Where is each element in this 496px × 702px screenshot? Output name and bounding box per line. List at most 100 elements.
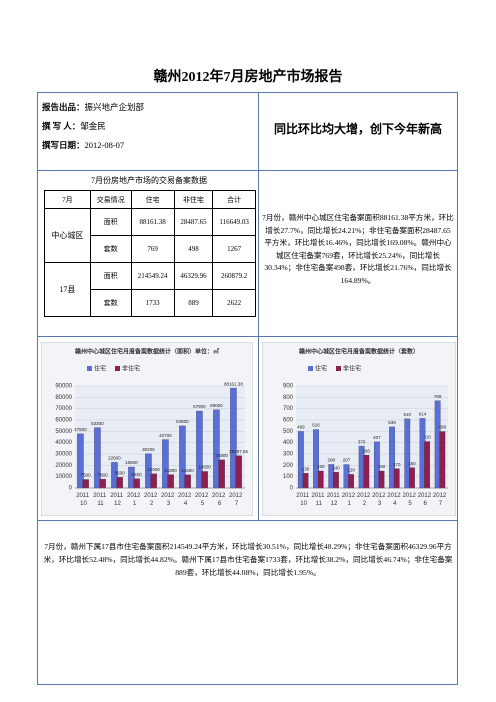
- cell: 116649.03: [212, 208, 256, 236]
- data-label: 140: [332, 465, 340, 470]
- data-label: 410: [423, 435, 431, 440]
- county-text: 7月份，赣州下属17县市住宅备案面积214549.24平方米，环比增长30.51…: [43, 542, 453, 577]
- x-tick-label: 2011 12: [110, 493, 125, 507]
- report-frame: [37, 92, 458, 685]
- summary: 7月份，赣州中心城区住宅备案面积88161.38平方米，环比增长27.7%，同比…: [262, 213, 454, 285]
- cell: 214549.24: [130, 262, 175, 290]
- y-tick-label: 0: [69, 486, 73, 492]
- data-label: 7800: [98, 472, 109, 477]
- y-tick-label: 30000: [55, 452, 72, 458]
- legend-label: 住宅: [315, 365, 327, 373]
- legend-swatch: [115, 366, 120, 371]
- data-label: 207: [343, 458, 351, 463]
- data-label: 8200: [132, 472, 143, 477]
- cell: 面积: [89, 208, 132, 236]
- data-label: 14600: [198, 465, 211, 470]
- data-label: 370: [358, 439, 366, 444]
- divider: [37, 520, 458, 521]
- header-cell: 合计: [212, 190, 256, 209]
- data-label: 30200: [142, 447, 155, 452]
- x-tick-label: 2011 11: [312, 493, 327, 507]
- report-title: 赣州2012年7月房地产市场报告: [153, 70, 343, 85]
- y-tick-label: 20000: [55, 463, 72, 469]
- y-tick-label: 900: [283, 384, 294, 390]
- divider: [37, 170, 458, 171]
- bar: [393, 468, 400, 489]
- group-cell: 中心城区: [44, 208, 91, 263]
- data-label: 11600: [182, 468, 195, 473]
- y-tick-label: 90000: [55, 384, 72, 390]
- data-label: 42700: [159, 433, 172, 438]
- x-tick-label: 2012 3: [161, 493, 176, 507]
- bar: [150, 473, 157, 489]
- chart-title: 赣州中心城区住宅月度备案数据统计（面积）单位：㎡: [75, 348, 219, 356]
- data-label: 18500: [125, 460, 138, 465]
- bar: [302, 473, 309, 489]
- x-tick-label: 2012 7: [229, 493, 244, 507]
- x-tick-label: 2012 5: [402, 493, 417, 507]
- bar: [184, 474, 191, 489]
- data-label: 498: [439, 425, 447, 430]
- cell: 260879.2: [212, 262, 256, 290]
- data-label: 7500: [81, 473, 92, 478]
- x-tick-label: 2012 3: [372, 493, 387, 507]
- meta: 报告出品：振兴地产企划部 撰 写 人：邹金民 撰写日期：2012-08-07: [42, 98, 144, 155]
- cell: 2622: [212, 289, 256, 317]
- table-row: 中心城区 面积 88161.38 28487.65 116649.03: [44, 208, 256, 263]
- header-cell: 住宅: [130, 190, 175, 209]
- bar: [82, 479, 89, 489]
- data-label: 180: [408, 461, 416, 466]
- data-label: 769: [434, 394, 442, 399]
- bar: [201, 471, 208, 489]
- data-label: 516: [312, 423, 320, 428]
- header-cell: 7月: [44, 190, 91, 209]
- meta-value: 2012-08-07: [84, 140, 125, 150]
- data-label: 150: [317, 464, 325, 469]
- data-label: 208: [328, 458, 336, 463]
- x-tick-label: 2012 1: [342, 493, 357, 507]
- x-tick-label: 2012 2: [357, 493, 372, 507]
- bar: [218, 459, 225, 489]
- data-label: 614: [419, 412, 427, 417]
- bar: [116, 477, 123, 489]
- header-cell: 非住宅: [173, 190, 214, 209]
- data-label: 53300: [91, 421, 104, 426]
- y-tick-label: 300: [283, 452, 294, 458]
- chart: 赣州中心城区住宅月度备案数据统计（套数） 住宅 非住宅 0 100 200 300 400 50…: [262, 342, 456, 516]
- cell: 1733: [130, 289, 175, 317]
- x-tick-label: 2012 6: [418, 493, 433, 507]
- cell: 498: [173, 235, 214, 263]
- data-label: 170: [393, 462, 401, 467]
- data-label: 47800: [74, 427, 87, 432]
- data-label: 9500: [115, 470, 126, 475]
- data-label: 12500: [147, 467, 160, 472]
- cell: 面积: [89, 262, 132, 290]
- divider: [37, 336, 458, 337]
- headline: 同比环比均大增，创下今年新高: [273, 122, 442, 136]
- bar: [409, 467, 415, 489]
- meta-value: 振兴地产企划部: [84, 102, 145, 112]
- meta-label: 撰写日期：: [42, 140, 85, 150]
- bar: [317, 470, 324, 489]
- bar: [333, 471, 339, 489]
- bar: [167, 474, 174, 489]
- legend-swatch: [336, 366, 341, 371]
- y-tick-label: 60000: [55, 418, 72, 424]
- meta-row: 报告出品：振兴地产企划部: [42, 98, 144, 117]
- x-tick-label: 2012 5: [195, 493, 210, 507]
- data-label: 22600: [108, 456, 121, 461]
- data-label: 67900: [193, 404, 206, 409]
- data-label: 69000: [210, 403, 223, 408]
- cell: 769: [130, 235, 175, 263]
- legend-swatch: [308, 366, 313, 371]
- y-tick-label: 500: [283, 429, 294, 435]
- data-label: 290: [363, 448, 371, 453]
- bar: [378, 470, 385, 489]
- legend-label: 住宅: [94, 365, 106, 373]
- x-tick-label: 2012 4: [387, 493, 402, 507]
- x-tick-label: 2011 11: [93, 493, 108, 507]
- cell: 889: [173, 289, 214, 317]
- bar: [235, 455, 242, 489]
